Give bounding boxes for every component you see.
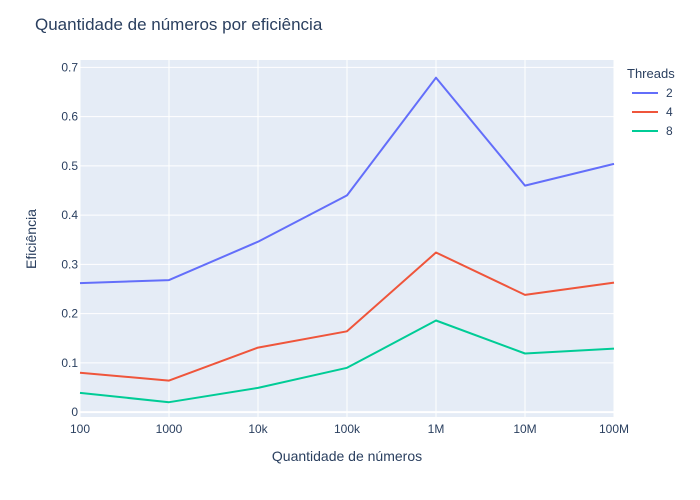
x-tick-label: 1000	[156, 422, 183, 436]
x-axis-ticks: 100 1000 10k 100k 1M 10M 100M	[70, 422, 629, 436]
legend[interactable]: Threads 2 4 8	[627, 66, 675, 138]
grid	[79, 60, 615, 417]
y-tick-label: 0.2	[61, 307, 78, 321]
legend-label: 2	[666, 86, 673, 100]
y-tick-label: 0.5	[61, 159, 78, 173]
y-tick-label: 0.6	[61, 110, 78, 124]
x-tick-label: 100k	[334, 422, 361, 436]
x-tick-label: 10k	[248, 422, 268, 436]
legend-label: 8	[666, 124, 673, 138]
y-tick-label: 0.3	[61, 257, 78, 271]
legend-item-4[interactable]: 4	[632, 105, 673, 119]
legend-item-8[interactable]: 8	[632, 124, 673, 138]
x-tick-label: 100M	[599, 422, 629, 436]
x-tick-label: 100	[70, 422, 90, 436]
x-tick-label: 10M	[513, 422, 536, 436]
y-axis-ticks: 0 0.1 0.2 0.3 0.4 0.5 0.6 0.7	[61, 60, 78, 419]
series-line-2	[79, 76, 615, 285]
y-axis-title: Eficiência	[23, 209, 39, 269]
y-tick-label: 0.1	[61, 356, 78, 370]
legend-label: 4	[666, 105, 673, 119]
x-axis-title: Quantidade de números	[272, 448, 422, 464]
x-tick-label: 1M	[428, 422, 445, 436]
series-lines	[79, 76, 615, 404]
chart-title: Quantidade de números por eficiência	[35, 15, 323, 34]
y-tick-label: 0	[71, 405, 78, 419]
y-tick-label: 0.4	[61, 208, 78, 222]
legend-title: Threads	[627, 66, 675, 81]
series-line-4	[79, 251, 615, 382]
y-tick-label: 0.7	[61, 60, 78, 74]
series-line-8	[79, 319, 615, 404]
legend-item-2[interactable]: 2	[632, 86, 673, 100]
